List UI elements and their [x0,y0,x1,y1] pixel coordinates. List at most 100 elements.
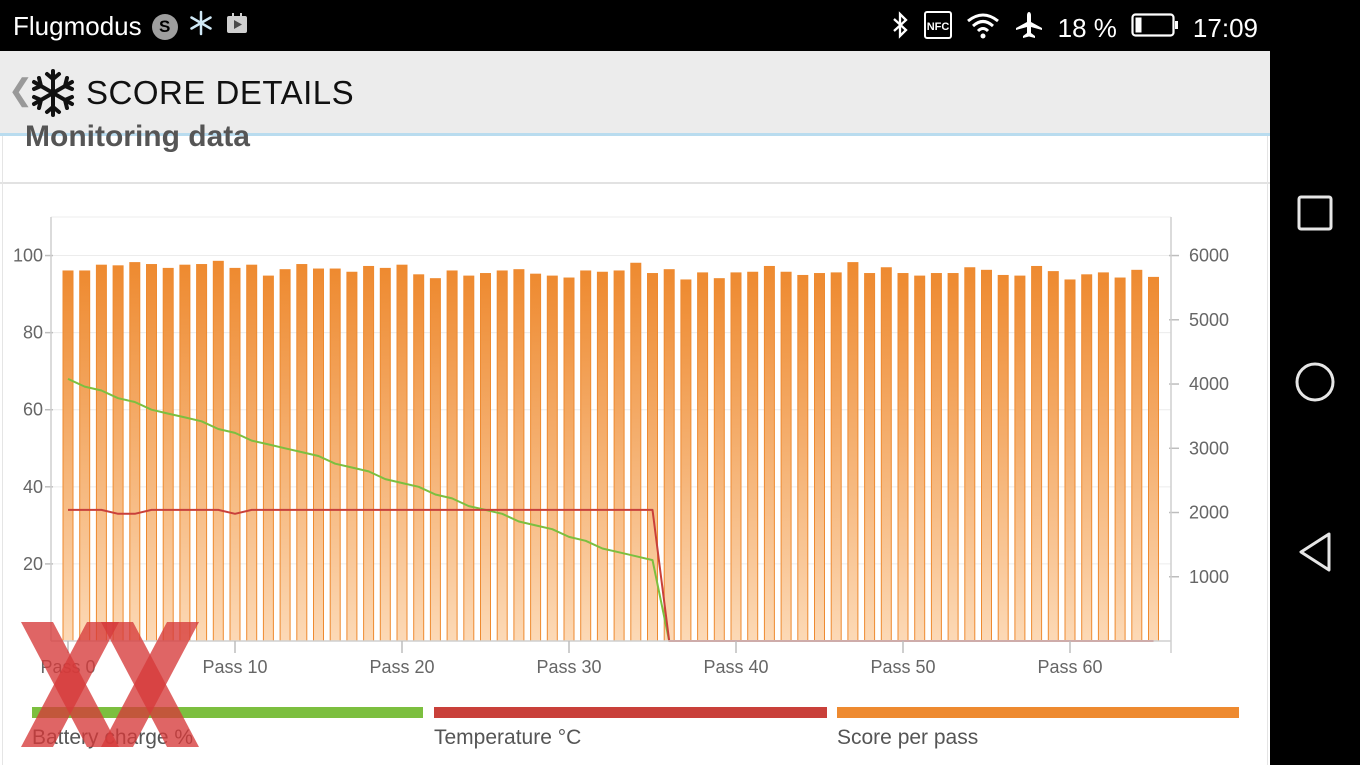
airplane-icon [1014,10,1044,47]
score-bar [947,273,959,642]
score-bar [346,271,358,642]
score-bar [79,270,91,642]
score-bar [246,264,258,642]
legend-score-swatch [837,707,1239,718]
triangle-back-icon [1299,532,1331,572]
score-bar [563,277,575,642]
score-bars [62,260,1159,642]
left-axis-label: 60 [23,400,43,420]
clock: 17:09 [1192,13,1258,43]
status-bar: Flugmodus S NFC 18 % 17:09 [0,0,1270,51]
score-bar [413,274,425,642]
right-axis-label: 3000 [1189,438,1229,458]
legend-score-label: Score per pass [837,726,979,749]
score-bar [814,273,825,642]
legend-battery-swatch [32,707,423,718]
x-axis-label: Pass 60 [1037,657,1102,677]
score-bar [697,272,709,642]
score-bar [463,275,475,642]
score-bar [379,267,391,642]
score-bar [747,271,759,642]
score-bar [1131,269,1143,642]
score-bar [212,260,224,642]
score-bar [62,270,74,642]
score-bar [480,273,491,642]
navigation-bar [1270,0,1360,765]
recents-button[interactable] [1292,190,1338,236]
score-bar [780,271,792,642]
back-nav-button[interactable] [1292,529,1338,575]
content-area: Monitoring data 20 40 60 80 100 1000 2000 3000 4… [0,120,1270,765]
home-button[interactable] [1292,359,1338,405]
score-bar [1097,272,1109,642]
score-bar [580,270,592,642]
score-bar [112,265,124,642]
x-axis-label: Pass 10 [202,657,267,677]
axes [45,217,1179,653]
legend-temperature: Temperature °C [434,707,827,750]
legend-temperature-swatch [434,707,827,718]
score-bar [446,270,458,642]
nfc-icon: NFC [923,11,952,46]
score-bar [1064,279,1076,642]
score-bar [229,267,241,642]
score-bar [997,274,1009,642]
wifi-icon [966,11,1000,46]
right-axis-label: 2000 [1189,503,1229,523]
score-bar [981,269,992,642]
legend-temperature-label: Temperature °C [434,726,582,749]
score-bar [897,273,909,642]
watermark-logo-icon [21,622,199,747]
score-bar [1031,265,1043,642]
svg-text:NFC: NFC [926,21,949,33]
score-bar [429,278,441,642]
left-axis-label: 100 [13,246,43,266]
score-bar [95,264,107,642]
score-bar [680,279,692,642]
right-axis-label: 4000 [1189,374,1229,394]
score-bar [162,267,174,642]
score-bar [279,269,291,642]
square-icon [1297,195,1333,231]
score-bar [396,264,408,642]
snowflake-app-icon [188,10,214,43]
x-axis-label: Pass 50 [870,657,935,677]
score-bar [613,270,625,642]
score-bar [1148,276,1159,642]
score-bar [964,267,976,642]
score-bar [530,273,542,642]
left-axis-label: 20 [23,554,43,574]
battery-icon [1131,12,1179,45]
legend-score: Score per pass [837,707,1239,750]
score-bar [179,264,191,642]
battery-percent: 18 % [1057,13,1117,43]
score-bar [1047,271,1059,642]
score-bar [513,269,525,642]
score-bar [363,265,375,642]
score-bar [496,270,508,642]
score-bar [196,264,208,642]
score-bar [1081,274,1093,642]
score-bar [146,264,157,642]
status-right: NFC 18 % 17:09 [890,10,1258,47]
score-bar [914,275,926,642]
score-bar [329,268,341,642]
score-bar [730,272,742,642]
section-divider [0,182,1270,184]
score-bar [763,265,775,642]
section-title: Monitoring data [25,120,250,153]
score-bar [930,273,942,642]
score-bar [880,267,892,642]
bluetooth-icon [890,11,910,46]
circle-icon [1295,362,1335,402]
score-bar [864,273,876,642]
score-bar [262,275,274,642]
play-store-icon [224,10,250,43]
back-button[interactable]: ❮ [8,74,34,107]
x-axis-label: Pass 20 [369,657,434,677]
score-bar [847,262,859,642]
s-badge-icon: S [151,13,178,40]
score-bar [129,262,141,642]
score-bar [630,262,642,642]
score-bar [647,273,658,642]
